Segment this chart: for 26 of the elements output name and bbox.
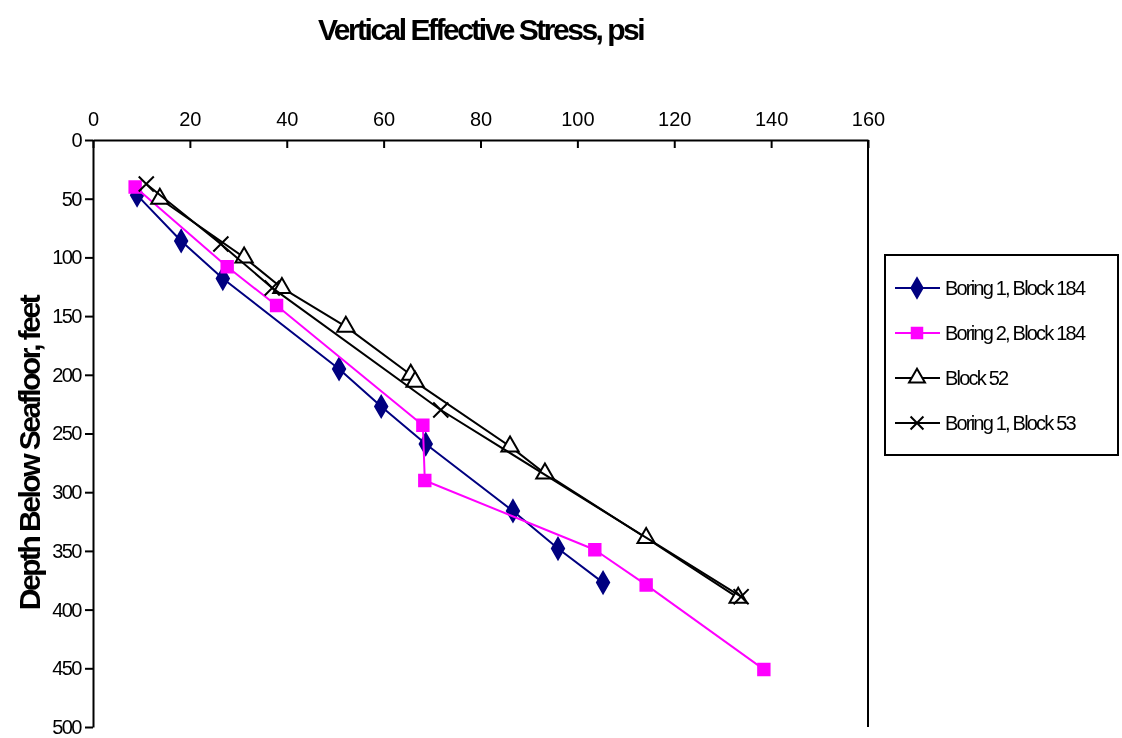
x-tick-label: 160 — [851, 108, 886, 130]
y-tick-label: 400 — [52, 598, 83, 621]
y-tick-label: 250 — [52, 422, 83, 445]
y-tick-label: 0 — [71, 128, 83, 151]
x-tick-label: 140 — [754, 108, 789, 130]
x-tick-label: 20 — [179, 108, 202, 130]
y-tick-label: 450 — [52, 657, 83, 680]
legend-label: Boring 1, Block 53 — [945, 412, 1077, 434]
legend-label: Block 52 — [945, 367, 1009, 389]
x-tick-label: 40 — [276, 108, 299, 130]
y-axis-title: Depth Below Seafloor, feet — [13, 294, 46, 611]
legend-label: Boring 2, Block 184 — [945, 322, 1086, 344]
x-axis-title: Vertical Effective Stress, psi — [317, 13, 645, 46]
y-tick-label: 150 — [52, 305, 83, 327]
x-tick-label: 60 — [373, 108, 396, 130]
y-tick-label: 500 — [52, 715, 83, 738]
y-tick-label: 200 — [52, 363, 83, 386]
y-tick-label: 300 — [52, 481, 83, 504]
y-tick-label: 100 — [52, 246, 83, 269]
y-tick-label: 350 — [52, 539, 83, 562]
x-tick-label: 100 — [561, 108, 595, 130]
legend-label: Boring 1, Block 184 — [945, 277, 1086, 299]
x-tick-label: 80 — [469, 108, 493, 130]
y-tick-label: 50 — [61, 187, 83, 210]
x-tick-label: 0 — [87, 108, 100, 130]
x-tick-label: 120 — [658, 108, 692, 130]
